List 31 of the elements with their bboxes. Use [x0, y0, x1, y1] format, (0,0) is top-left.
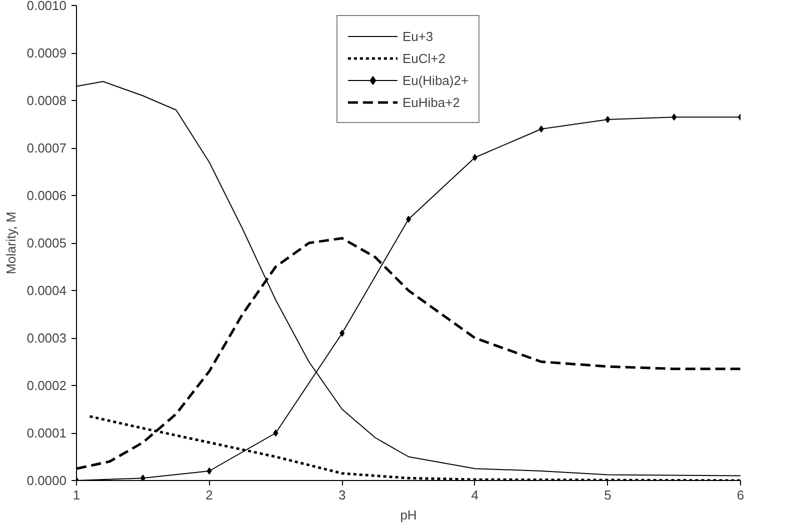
y-tick-label: 0.0006 [26, 188, 67, 203]
x-axis-title: pH [400, 508, 417, 522]
x-tick-label: 2 [206, 488, 213, 502]
y-tick-label: 0.0010 [26, 0, 67, 13]
x-tick-label: 5 [604, 488, 612, 502]
legend-label: EuCl+2 [402, 50, 446, 66]
point [340, 330, 345, 337]
y-tick-label: 0.0003 [26, 330, 67, 346]
y-tick-label: 0.0008 [26, 93, 67, 108]
point [140, 474, 146, 480]
point [206, 468, 212, 474]
point [273, 430, 278, 436]
y-tick-label: 0.0007 [26, 140, 67, 156]
x-tick-label: 3 [338, 488, 346, 502]
point [538, 126, 544, 132]
x-tick-label: 6 [736, 488, 744, 502]
legend-label: EuHiba+2 [402, 94, 460, 110]
y-tick-label: 0.0000 [26, 473, 67, 488]
y-tick-label: 0.0002 [26, 378, 67, 393]
x-tick-label: 4 [471, 488, 479, 502]
y-tick-label: 0.0001 [26, 426, 67, 440]
y-axis-title: Molarity, M [4, 212, 19, 274]
legend-label: Eu+3 [402, 28, 434, 44]
x-tick-label: 1 [72, 488, 80, 502]
point [605, 116, 610, 123]
point [472, 154, 478, 161]
y-tick-label: 0.0005 [26, 236, 67, 250]
y-tick-label: 0.0009 [26, 46, 67, 60]
y-tick-label: 0.0004 [26, 283, 67, 298]
legend-label: Eu(Hiba)2+ [402, 72, 469, 88]
point [672, 114, 677, 121]
